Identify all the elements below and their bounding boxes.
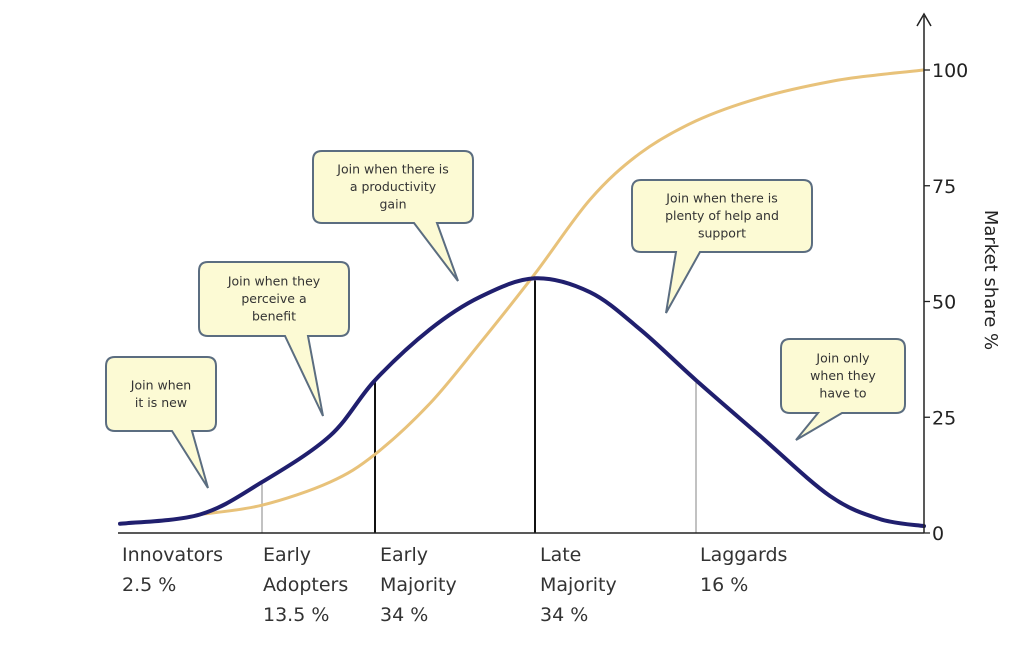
category-name: Early Adopters: [263, 544, 349, 596]
category-share: 16 %: [700, 574, 749, 596]
callout-text-line: plenty of help and: [665, 208, 779, 223]
category-name: Laggards: [700, 544, 788, 566]
callout-text-line: support: [698, 226, 746, 241]
callout-2: Join when they perceive a benefit: [198, 261, 350, 417]
y-tick-label-0: 0: [932, 523, 944, 545]
callout-text-line: gain: [380, 197, 407, 212]
category-label-4: Late Majority 34 %: [540, 540, 617, 630]
bell-curve-line: [118, 276, 926, 529]
category-label-1: Innovators 2.5 %: [122, 540, 223, 600]
callout-text-line: when they: [810, 368, 876, 383]
callout-text-line: perceive a: [241, 291, 306, 306]
category-share: 34 %: [540, 604, 589, 626]
callout-3: Join when there is a productivity gain: [312, 150, 474, 282]
callout-text-line: have to: [819, 386, 866, 401]
callout-text-line: benefit: [252, 309, 296, 324]
y-axis-arrow-icon: [916, 12, 932, 27]
y-axis: 0 25 50 75 100: [118, 12, 968, 545]
y-tick-label-50: 50: [932, 292, 956, 314]
callout-4: Join when there is plenty of help and supp…: [631, 179, 813, 314]
s-curve-layer: [199, 68, 925, 516]
callout-bubble: [780, 338, 906, 441]
category-share: 2.5 %: [122, 574, 177, 596]
category-share: 34 %: [380, 604, 429, 626]
category-label-5: Laggards 16 %: [700, 540, 787, 600]
callout-text-line: Join when there is: [336, 162, 448, 177]
callout-1: Join when it is new: [105, 356, 217, 489]
callout-text-line: Join when there is: [665, 191, 777, 206]
category-name: Early Majority: [380, 544, 457, 596]
callout-text-line: Join when: [130, 377, 191, 392]
bell-curve-layer: [118, 276, 926, 529]
callout-bubble: [312, 150, 474, 282]
s-curve-line: [199, 68, 925, 516]
callouts: Join when it is new Join when they perceive…: [105, 150, 906, 489]
category-name: Late Majority: [540, 544, 617, 596]
category-dividers: [261, 280, 697, 533]
y-tick-label-75: 75: [932, 176, 956, 198]
callout-5: Join only when they have to: [780, 338, 906, 441]
category-name: Innovators: [122, 544, 223, 566]
category-share: 13.5 %: [263, 604, 330, 626]
y-axis-title: Market share %: [980, 210, 1001, 350]
callout-bubble: [631, 179, 813, 314]
category-label-3: Early Majority 34 %: [380, 540, 457, 630]
category-label-2: Early Adopters 13.5 %: [263, 540, 348, 630]
callout-text-line: it is new: [135, 395, 187, 410]
y-tick-label-25: 25: [932, 407, 956, 429]
callout-bubble: [198, 261, 350, 417]
callout-text-line: Join when they: [227, 274, 321, 289]
callout-bubble: [105, 356, 217, 489]
y-tick-label-100: 100: [932, 60, 968, 82]
callout-text-line: Join only: [815, 351, 870, 366]
callout-text-line: a productivity: [350, 179, 437, 194]
